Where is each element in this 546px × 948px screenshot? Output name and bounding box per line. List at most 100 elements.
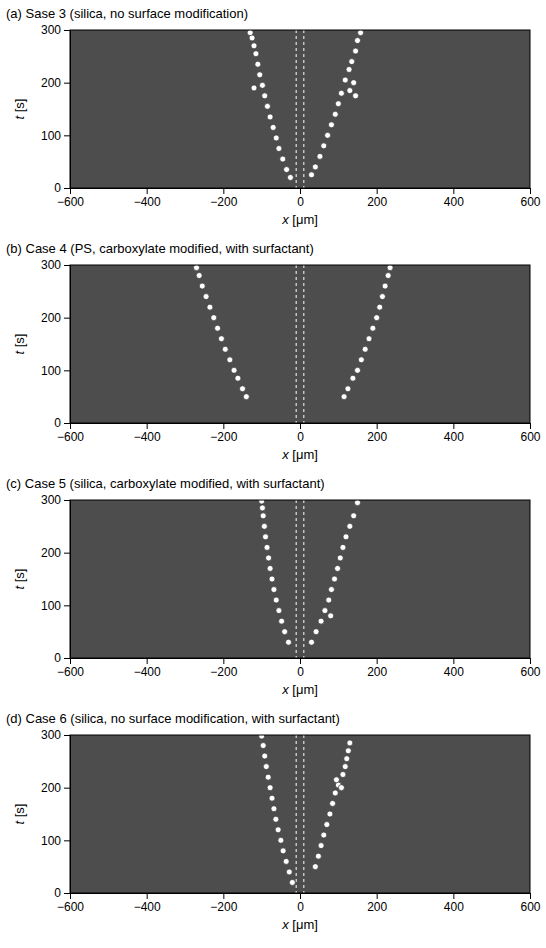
y-tick: 200 [41, 76, 70, 90]
data-point [343, 534, 349, 540]
y-tick-mark [64, 840, 70, 841]
data-point [215, 325, 221, 331]
y-tick-mark [64, 370, 70, 371]
y-axis: 0100200300 [41, 728, 71, 900]
data-point [262, 93, 268, 99]
data-point [218, 336, 224, 342]
x-tick-label: −400 [134, 665, 161, 679]
x-tick: −400 [134, 188, 161, 209]
x-tick: −600 [57, 658, 84, 679]
data-point [283, 858, 289, 864]
data-point [312, 864, 318, 870]
reference-line [303, 265, 304, 423]
data-point [263, 764, 269, 770]
x-tick-mark [147, 188, 148, 194]
reference-line [296, 500, 297, 658]
x-axis: −600−400−2000200400600 [57, 188, 541, 209]
x-tick-label: −400 [134, 195, 161, 209]
data-point [351, 513, 357, 519]
x-tick-mark [300, 893, 301, 899]
data-point [344, 756, 350, 762]
data-point [251, 43, 257, 49]
reference-line [296, 30, 297, 188]
data-point [358, 357, 364, 363]
y-tick-label: 200 [41, 76, 61, 90]
data-point [262, 753, 268, 759]
y-tick-label: 100 [41, 599, 61, 613]
data-point [199, 283, 205, 289]
x-tick-label: 400 [444, 195, 464, 209]
data-point [269, 795, 275, 801]
data-point [203, 294, 209, 300]
data-point [263, 534, 269, 540]
x-tick: 0 [297, 188, 304, 209]
data-point [255, 61, 261, 67]
x-tick-label: 400 [444, 430, 464, 444]
x-tick-mark [70, 188, 71, 194]
x-tick: 600 [520, 893, 540, 914]
data-point [259, 505, 265, 511]
y-tick: 100 [41, 599, 70, 613]
y-tick-label: 0 [54, 416, 61, 430]
y-tick-label: 200 [41, 546, 61, 560]
data-point [318, 843, 324, 849]
x-tick-label: 200 [367, 430, 387, 444]
y-tick-label: 0 [54, 181, 61, 195]
plot-background [70, 735, 530, 893]
x-tick-mark [300, 188, 301, 194]
y-tick: 300 [41, 728, 70, 742]
data-point [332, 111, 338, 117]
x-tick-mark [530, 423, 531, 429]
x-tick-label: −200 [210, 665, 237, 679]
x-tick-label: 200 [367, 900, 387, 914]
data-point [355, 367, 361, 373]
data-point [259, 735, 265, 739]
y-tick-label: 200 [41, 311, 61, 325]
y-tick-label: 0 [54, 651, 61, 665]
x-tick: 200 [367, 658, 387, 679]
x-tick-label: 600 [520, 900, 540, 914]
x-tick: 400 [444, 658, 464, 679]
data-point [309, 172, 315, 178]
data-point [253, 51, 259, 57]
data-point [326, 597, 332, 603]
y-tick-label: 200 [41, 781, 61, 795]
y-axis: 0 100 200 300 [41, 258, 71, 430]
y-tick: 200 [41, 546, 70, 560]
data-point [194, 265, 200, 271]
data-point [327, 811, 333, 817]
data-point [342, 77, 348, 83]
x-tick-label: 400 [444, 665, 464, 679]
data-point [280, 156, 286, 162]
x-tick: −400 [134, 893, 161, 914]
x-tick-mark [300, 658, 301, 664]
x-tick: −200 [210, 658, 237, 679]
x-tick: 600 [520, 423, 540, 444]
y-tick: 300 [41, 258, 70, 272]
data-point [289, 879, 295, 885]
x-tick-label: −600 [57, 195, 84, 209]
data-point [257, 72, 263, 78]
y-tick-label: 100 [41, 364, 61, 378]
x-tick-mark [147, 658, 148, 664]
data-point [273, 816, 279, 822]
x-tick-mark [223, 893, 224, 899]
plot-frame [70, 265, 530, 423]
data-point [338, 785, 344, 791]
x-axis-title: x [μm] [281, 212, 318, 227]
data-point [345, 386, 351, 392]
data-point [267, 785, 273, 791]
y-axis-title: t [s] [12, 569, 27, 590]
y-tick: 100 [41, 129, 70, 143]
x-tick-label: 600 [520, 195, 540, 209]
data-point [270, 124, 276, 130]
y-tick-mark [64, 318, 70, 319]
y-tick-label: 300 [41, 23, 61, 37]
data-point [275, 827, 281, 833]
plot-frame [70, 500, 530, 658]
x-tick: 600 [520, 188, 540, 209]
x-tick: 0 [297, 893, 304, 914]
panel-title: (d) Case 6 (silica, no surface modificat… [6, 711, 340, 726]
data-point [328, 122, 334, 128]
y-axis: 0100200300 [41, 493, 71, 665]
